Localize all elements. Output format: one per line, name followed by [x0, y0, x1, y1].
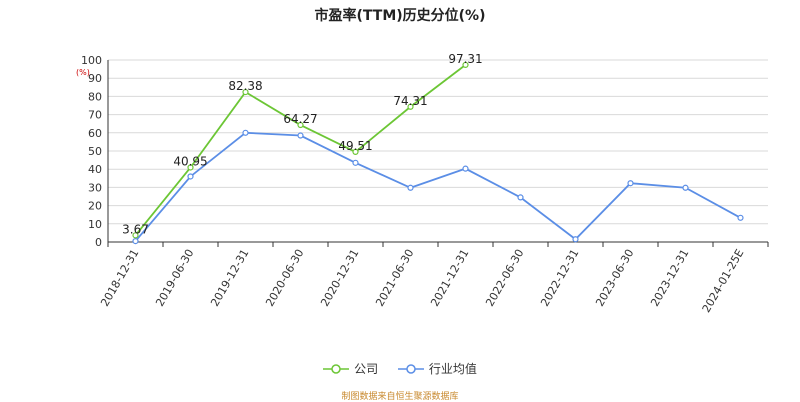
data-point-1: [462, 165, 469, 172]
data-point-0: [132, 232, 139, 239]
data-point-1: [737, 214, 744, 221]
data-point-0: [462, 61, 469, 68]
data-label: 97.31: [448, 52, 482, 66]
legend-item-industry[interactable]: 行业均值: [397, 360, 477, 377]
data-point-0: [407, 103, 414, 110]
y-tick-label: 40: [88, 163, 102, 176]
y-tick-label: 30: [88, 181, 102, 194]
series-line-0: [134, 64, 467, 236]
data-point-1: [572, 236, 579, 243]
x-tick-label: 2020-06-30: [263, 247, 306, 309]
data-point-1: [682, 184, 689, 191]
data-point-0: [187, 164, 194, 171]
chart-title: 市盈率(TTM)历史分位(%): [314, 8, 486, 24]
data-point-1: [517, 194, 524, 201]
data-point-1: [352, 159, 359, 166]
y-tick-label: 90: [88, 72, 102, 85]
data-point-1: [297, 132, 304, 139]
legend-label-company: 公司: [354, 362, 379, 376]
data-label: 74.31: [393, 94, 427, 108]
series-line-1: [134, 131, 741, 242]
data-label: 49.51: [338, 139, 372, 153]
legend-item-company[interactable]: 公司: [323, 360, 378, 377]
data-point-0: [352, 148, 359, 155]
y-tick-label: 70: [88, 109, 102, 122]
y-tick-label: 100: [81, 54, 102, 67]
legend-label-industry: 行业均值: [428, 362, 477, 376]
x-tick-label: 2021-12-31: [428, 247, 471, 309]
data-label: 82.38: [228, 79, 262, 93]
data-point-1: [132, 237, 139, 245]
data-point-0: [297, 121, 304, 129]
y-tick-label: 50: [88, 145, 102, 158]
y-tick-label: 60: [88, 127, 102, 140]
y-tick-label: 10: [88, 218, 102, 231]
y-axis-unit: (%): [76, 68, 90, 77]
x-tick-label: 2019-06-30: [153, 247, 196, 309]
x-tick-label: 2022-12-31: [538, 247, 581, 309]
data-label: 64.27: [283, 112, 317, 126]
x-tick-label: 2018-12-31: [98, 247, 141, 309]
data-point-1: [407, 184, 414, 191]
x-tick-label: 2023-12-31: [648, 247, 691, 309]
data-label: 40.95: [173, 154, 207, 168]
y-tick-label: 0: [95, 236, 102, 249]
y-tick-label: 80: [88, 90, 102, 103]
data-point-0: [242, 88, 249, 96]
x-tick-label: 2021-06-30: [373, 247, 416, 309]
x-tick-label: 2022-06-30: [483, 247, 526, 309]
data-point-1: [242, 129, 249, 136]
x-tick-label: 2019-12-31: [208, 247, 251, 309]
x-tick-label: 2023-06-30: [593, 247, 636, 309]
x-tick-label: 2024-01-25E: [700, 247, 747, 315]
x-tick-label: 2020-12-31: [318, 247, 361, 309]
legend-marker-company: [323, 363, 350, 374]
legend: 公司 行业均值: [0, 360, 800, 378]
data-label: 3.67: [122, 222, 149, 236]
y-tick-label: 20: [88, 200, 102, 213]
legend-marker-industry: [397, 363, 424, 374]
data-point-1: [627, 180, 634, 187]
source-note: 制图数据来自恒生聚源数据库: [341, 392, 459, 402]
data-point-1: [187, 173, 194, 180]
